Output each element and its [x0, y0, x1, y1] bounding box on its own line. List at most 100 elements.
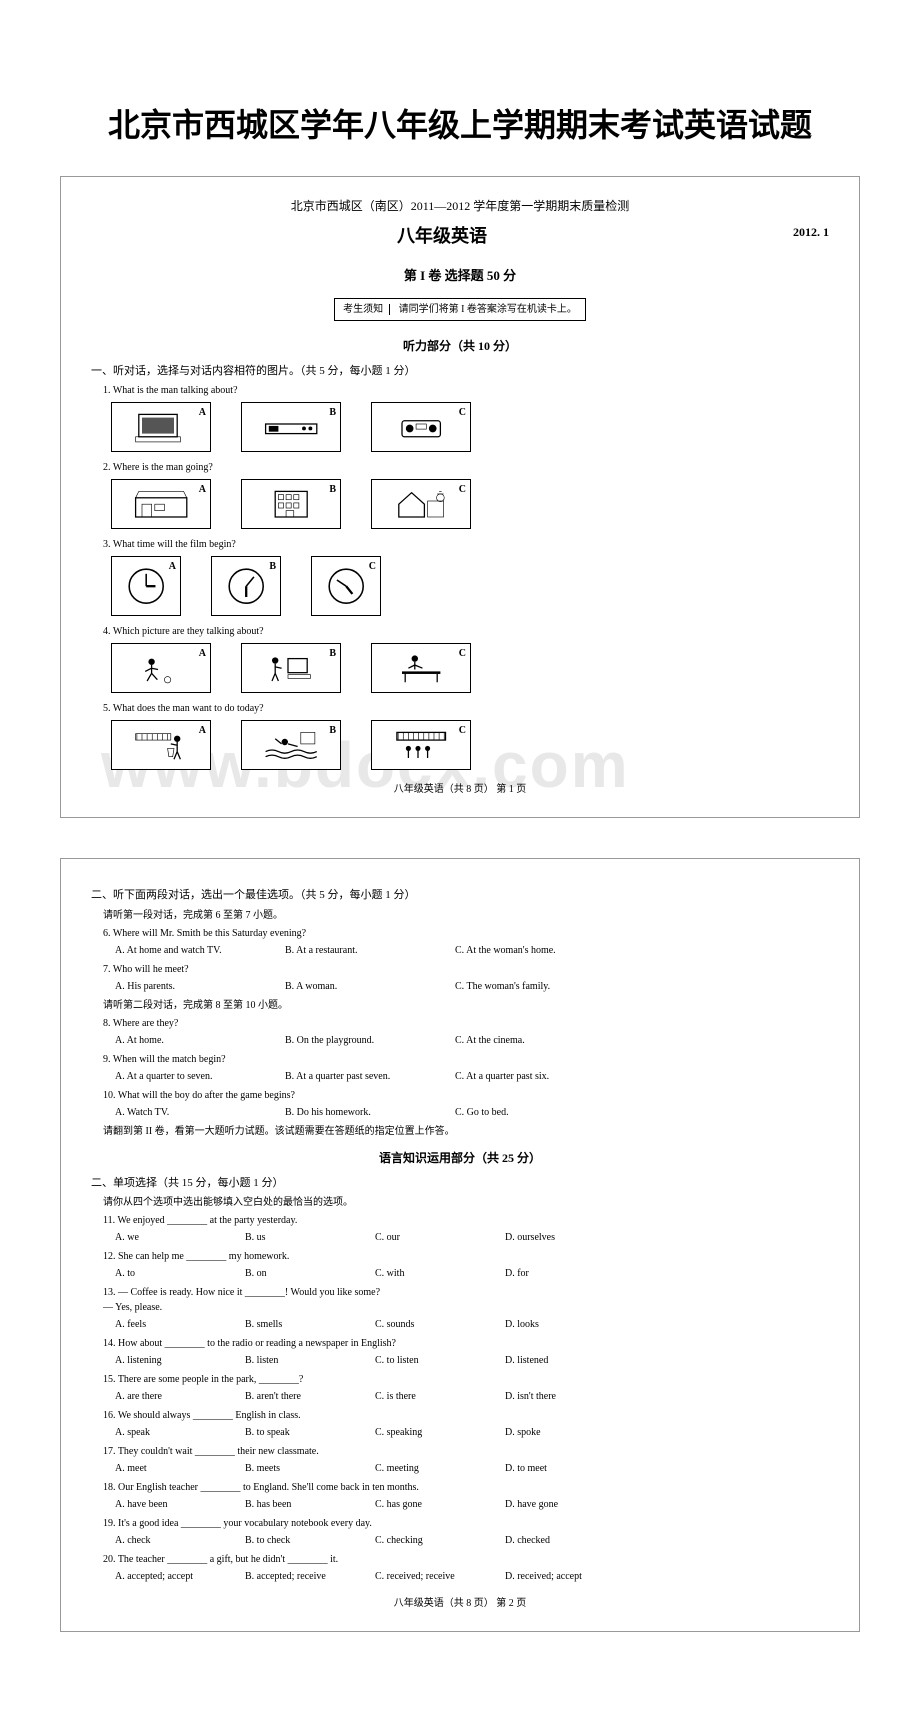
q11-text: 11. We enjoyed ________ at the party yes… [103, 1213, 829, 1228]
q20-b: B. accepted; receive [245, 1569, 375, 1584]
q19-a: A. check [115, 1533, 245, 1548]
q4-text: 4. Which picture are they talking about? [103, 624, 829, 639]
q7-c: C. The woman's family. [455, 979, 625, 994]
q13-b: B. smells [245, 1317, 375, 1332]
q13-options: A. feels B. smells C. sounds D. looks [115, 1317, 829, 1332]
q17-d: D. to meet [505, 1461, 635, 1476]
tv-icon [122, 408, 200, 446]
q5-option-b: B [241, 720, 341, 770]
q9-b: B. At a quarter past seven. [285, 1069, 455, 1084]
q14-a: A. listening [115, 1353, 245, 1368]
q15-options: A. are there B. aren't there C. is there… [115, 1389, 829, 1404]
building-icon [252, 485, 330, 523]
q9-a: A. At a quarter to seven. [115, 1069, 285, 1084]
q19-text: 19. It's a good idea ________ your vocab… [103, 1516, 829, 1531]
q13-a: A. feels [115, 1317, 245, 1332]
q9-c: C. At a quarter past six. [455, 1069, 625, 1084]
cinema-icon [382, 726, 460, 764]
paper-part: 第 I 卷 选择题 50 分 [91, 266, 829, 286]
radio-icon [382, 408, 460, 446]
q20-options: A. accepted; accept B. accepted; receive… [115, 1569, 829, 1584]
q1-option-a: A [111, 402, 211, 452]
q12-text: 12. She can help me ________ my homework… [103, 1249, 829, 1264]
q6-text: 6. Where will Mr. Smith be this Saturday… [103, 926, 829, 941]
q5-images: A B C [111, 720, 829, 770]
q1-option-b: B [241, 402, 341, 452]
page-2: 二、听下面两段对话，选出一个最佳选项。（共 5 分，每小题 1 分） 请听第一段… [60, 858, 860, 1632]
q18-text: 18. Our English teacher ________ to Engl… [103, 1480, 829, 1495]
q12-c: C. with [375, 1266, 505, 1281]
q8-options: A. At home. B. On the playground. C. At … [115, 1033, 829, 1048]
q7-b: B. A woman. [285, 979, 455, 994]
q12-a: A. to [115, 1266, 245, 1281]
lang-title: 语言知识运用部分（共 25 分） [91, 1149, 829, 1167]
computer-icon [252, 649, 330, 687]
q6-b: B. At a restaurant. [285, 943, 455, 958]
listening-title: 听力部分（共 10 分） [91, 337, 829, 355]
clock-icon [119, 563, 173, 609]
q20-c: C. received; receive [375, 1569, 505, 1584]
q19-options: A. check B. to check C. checking D. chec… [115, 1533, 829, 1548]
q11-a: A. we [115, 1230, 245, 1245]
clock-icon [219, 563, 273, 609]
q14-c: C. to listen [375, 1353, 505, 1368]
dialogue-2-note: 请听第二段对话，完成第 8 至第 10 小题。 [103, 998, 829, 1013]
q8-b: B. On the playground. [285, 1033, 455, 1048]
exam-title: 八年级英语 [91, 223, 829, 250]
q9-options: A. At a quarter to seven. B. At a quarte… [115, 1069, 829, 1084]
q17-a: A. meet [115, 1461, 245, 1476]
q8-text: 8. Where are they? [103, 1016, 829, 1031]
q16-text: 16. We should always ________ English in… [103, 1408, 829, 1423]
q6-c: C. At the woman's home. [455, 943, 625, 958]
q10-c: C. Go to bed. [455, 1105, 625, 1120]
q7-text: 7. Who will he meet? [103, 962, 829, 977]
q12-options: A. to B. on C. with D. for [115, 1266, 829, 1281]
study-icon [382, 649, 460, 687]
q15-a: A. are there [115, 1389, 245, 1404]
section-2-label: 二、听下面两段对话，选出一个最佳选项。（共 5 分，每小题 1 分） [91, 887, 829, 904]
q2-option-b: B [241, 479, 341, 529]
q14-b: B. listen [245, 1353, 375, 1368]
q18-c: C. has gone [375, 1497, 505, 1512]
notice-text: 请同学们将第 I 卷答案涂写在机读卡上。 [399, 304, 577, 315]
q10-a: A. Watch TV. [115, 1105, 285, 1120]
q17-text: 17. They couldn't wait ________ their ne… [103, 1444, 829, 1459]
q6-a: A. At home and watch TV. [115, 943, 285, 958]
q16-d: D. spoke [505, 1425, 635, 1440]
q18-options: A. have been B. has been C. has gone D. … [115, 1497, 829, 1512]
turn-note: 请翻到第 II 卷，看第一大题听力试题。该试题需要在答题纸的指定位置上作答。 [103, 1124, 829, 1139]
dialogue-1-note: 请听第一段对话，完成第 6 至第 7 小题。 [103, 908, 829, 923]
q16-b: B. to speak [245, 1425, 375, 1440]
q20-text: 20. The teacher ________ a gift, but he … [103, 1552, 829, 1567]
q1-images: A B C [111, 402, 829, 452]
q4-option-c: C [371, 643, 471, 693]
q13-c: C. sounds [375, 1317, 505, 1332]
q5-option-c: C [371, 720, 471, 770]
dvd-player-icon [252, 408, 330, 446]
section-3-instr: 请你从四个选项中选出能够填入空白处的最恰当的选项。 [103, 1195, 829, 1210]
q18-b: B. has been [245, 1497, 375, 1512]
q3-option-c: C [311, 556, 381, 616]
q18-a: A. have been [115, 1497, 245, 1512]
q12-b: B. on [245, 1266, 375, 1281]
q17-b: B. meets [245, 1461, 375, 1476]
q16-c: C. speaking [375, 1425, 505, 1440]
q2-option-c: C [371, 479, 471, 529]
q20-d: D. received; accept [505, 1569, 635, 1584]
q5-text: 5. What does the man want to do today? [103, 701, 829, 716]
q16-a: A. speak [115, 1425, 245, 1440]
q17-options: A. meet B. meets C. meeting D. to meet [115, 1461, 829, 1476]
notice-label: 考生须知 [343, 304, 390, 315]
q14-d: D. listened [505, 1353, 635, 1368]
q16-options: A. speak B. to speak C. speaking D. spok… [115, 1425, 829, 1440]
q4-option-b: B [241, 643, 341, 693]
q15-b: B. aren't there [245, 1389, 375, 1404]
section-3-label: 二、单项选择（共 15 分，每小题 1 分） [91, 1175, 829, 1192]
document-main-title: 北京市西城区学年八年级上学期期末考试英语试题 [60, 100, 860, 146]
page-1-footer: 八年级英语（共 8 页） 第 1 页 [91, 782, 829, 797]
football-icon [122, 649, 200, 687]
section-1-label: 一、听对话，选择与对话内容相符的图片。（共 5 分，每小题 1 分） [91, 363, 829, 380]
q1-option-c: C [371, 402, 471, 452]
q19-b: B. to check [245, 1533, 375, 1548]
clock-icon [319, 563, 373, 609]
